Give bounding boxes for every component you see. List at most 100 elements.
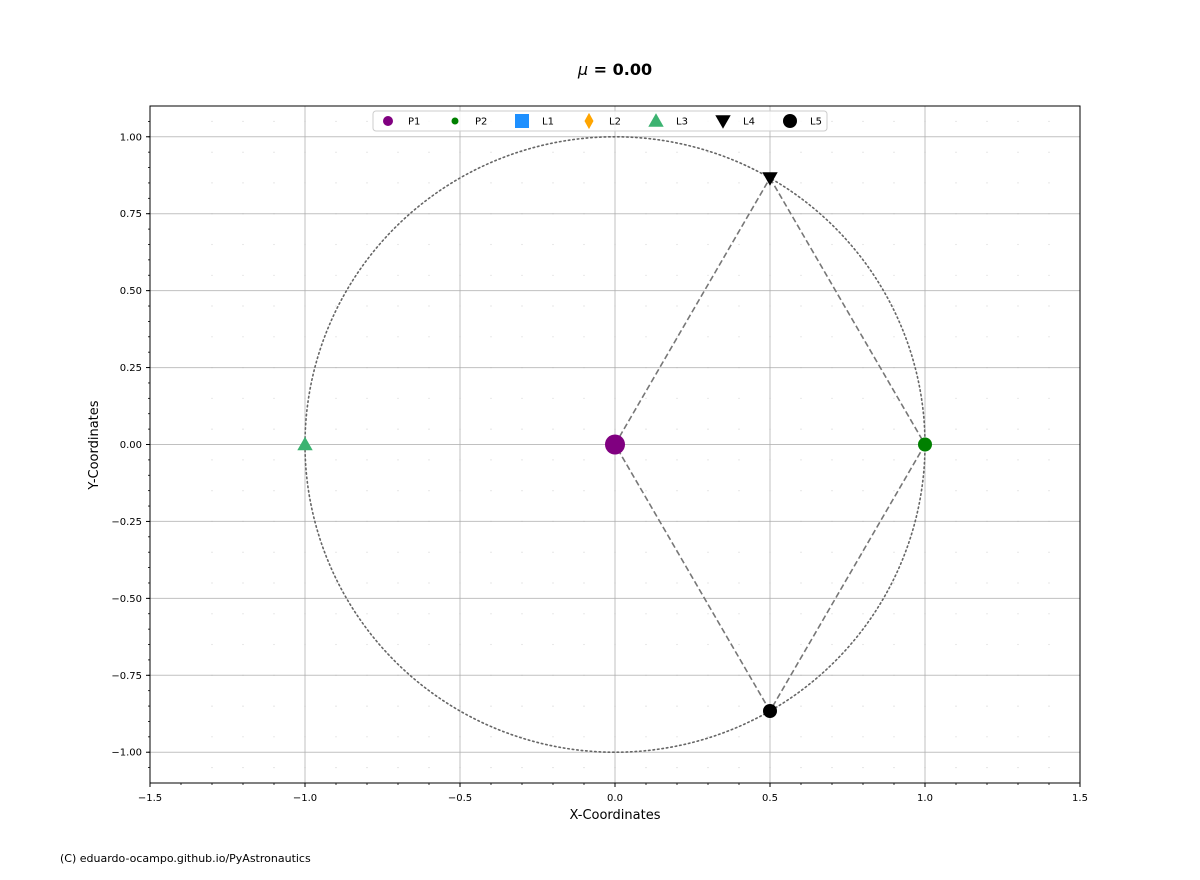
minor-grid-dot	[862, 120, 864, 122]
y-tick-label: −0.75	[111, 671, 142, 682]
minor-grid-dot	[211, 551, 213, 553]
minor-grid-dot	[211, 643, 213, 646]
minor-grid-dot	[428, 613, 430, 615]
minor-grid-dot	[738, 705, 740, 707]
minor-grid-dot	[831, 490, 833, 492]
minor-grid-dot	[397, 397, 399, 399]
minor-grid-dot	[986, 336, 988, 338]
minor-grid-dot	[273, 274, 275, 276]
minor-grid-dot	[335, 397, 337, 399]
minor-grid-dot	[1048, 490, 1050, 492]
minor-grid-dot	[800, 459, 802, 461]
minor-grid-dot	[1017, 243, 1019, 246]
minor-grid-dot	[583, 428, 585, 430]
minor-grid-dot	[366, 397, 368, 399]
minor-grid-dot	[707, 274, 709, 276]
minor-grid-dot	[645, 767, 647, 769]
minor-grid-dot	[1048, 428, 1050, 430]
minor-grid-dot	[552, 705, 554, 707]
y-tick-label: 0.00	[120, 440, 142, 451]
minor-grid-dot	[645, 305, 647, 307]
minor-grid-dot	[676, 305, 678, 307]
minor-grid-dot	[273, 151, 275, 153]
minor-grid-dot	[831, 243, 833, 246]
minor-grid-dot	[273, 613, 275, 615]
minor-grid-dot	[552, 613, 554, 615]
axis-ticks: −1.5 −1.0 −0.5 0.0 0.5 1.0 1.5 1.00 0.75 0.50 0.25…	[111, 120, 1088, 804]
minor-grid-dot	[211, 305, 213, 307]
minor-grid-dot	[645, 551, 647, 553]
minor-grid-dot	[335, 490, 337, 492]
minor-grid-dot	[986, 305, 988, 307]
minor-grid-dot	[273, 305, 275, 307]
x-tick-label: 1.0	[917, 793, 933, 804]
minor-grid-dot	[862, 428, 864, 430]
minor-grid-dot	[521, 736, 523, 738]
minor-grid-dot	[428, 274, 430, 276]
legend-marker-l3	[648, 113, 664, 127]
minor-grid-dot	[428, 428, 430, 430]
minor-grid-dot	[552, 582, 554, 584]
minor-grid-dot	[211, 459, 213, 461]
minor-grid-dot	[583, 736, 585, 738]
legend-label-p1: P1	[408, 117, 420, 128]
minor-grid-dot	[676, 613, 678, 615]
minor-grid-dot	[986, 582, 988, 584]
minor-grid-dot	[397, 305, 399, 307]
minor-grid-dot	[893, 182, 895, 184]
minor-grid-dot	[521, 551, 523, 553]
minor-grid-dot	[242, 274, 244, 276]
minor-grid-dot	[490, 613, 492, 615]
x-tick-label: −1.5	[138, 793, 162, 804]
minor-grid-dot	[583, 243, 585, 246]
minor-grid-dot	[490, 151, 492, 153]
minor-grid-dot	[242, 243, 244, 246]
minor-grid-dot	[490, 274, 492, 276]
minor-grid-dot	[1048, 705, 1050, 707]
minor-grid-dot	[1017, 736, 1019, 738]
minor-grid-dot	[583, 305, 585, 307]
minor-grid-dot	[552, 336, 554, 338]
legend-label-p2: P2	[475, 117, 487, 128]
minor-grid-dot	[738, 582, 740, 584]
minor-grid-dot	[242, 459, 244, 461]
minor-grid-dot	[521, 459, 523, 461]
minor-grid-dot	[645, 459, 647, 461]
minor-grid-dot	[211, 582, 213, 584]
minor-grid-dot	[893, 582, 895, 584]
minor-grid-dot	[831, 705, 833, 707]
minor-grid-dot	[1048, 305, 1050, 307]
triangle-edge	[614, 177, 771, 445]
minor-grid-dot	[955, 613, 957, 615]
minor-grid-dot	[1048, 643, 1050, 646]
minor-grid-dot	[366, 643, 368, 646]
minor-grid-dot	[955, 151, 957, 153]
minor-grid-dot	[490, 182, 492, 184]
minor-grid-dot	[676, 428, 678, 430]
minor-grid-dot	[397, 736, 399, 738]
minor-grid-dot	[831, 336, 833, 338]
minor-grid-dot	[1017, 428, 1019, 430]
minor-grid-dot	[831, 551, 833, 553]
minor-grid-dot	[273, 428, 275, 430]
minor-grid-dot	[986, 243, 988, 246]
minor-grid-dot	[242, 613, 244, 615]
minor-grid-dot	[366, 428, 368, 430]
minor-grid-dot	[273, 120, 275, 122]
minor-grid-dot	[490, 305, 492, 307]
minor-grid-dot	[552, 397, 554, 399]
minor-grid-dot	[428, 705, 430, 707]
minor-grid-dot	[986, 459, 988, 461]
minor-grid-dot	[242, 336, 244, 338]
minor-grid-dot	[645, 151, 647, 153]
minor-grid-dot	[428, 182, 430, 184]
minor-grid-dot	[862, 736, 864, 738]
minor-grid-dot	[986, 705, 988, 707]
minor-grid-dot	[242, 551, 244, 553]
minor-grid-dot	[397, 243, 399, 246]
minor-grid-dot	[707, 490, 709, 492]
minor-grid-dot	[955, 243, 957, 246]
minor-grid-dot	[707, 182, 709, 184]
minor-grid-dot	[428, 336, 430, 338]
minor-grid-dot	[242, 428, 244, 430]
